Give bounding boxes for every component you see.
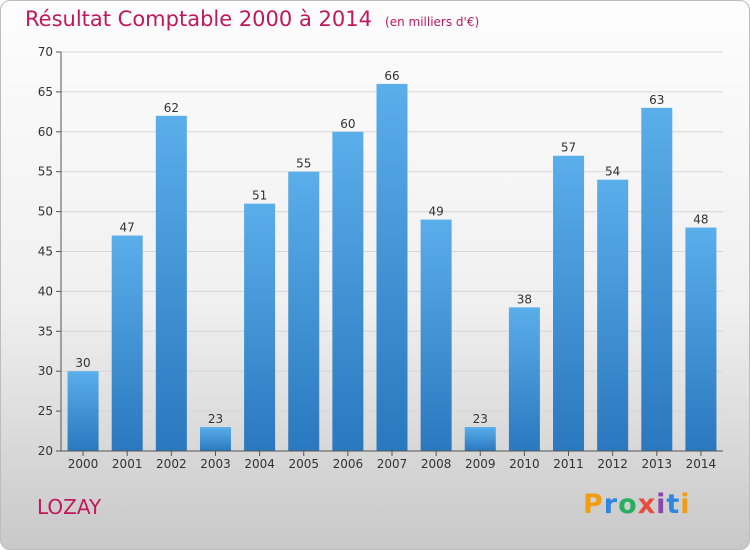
bar <box>553 155 585 452</box>
x-tick-label: 2006 <box>333 457 364 471</box>
y-tick-label: 50 <box>38 205 53 219</box>
chart-title-block: Résultat Comptable 2000 à 2014 (en milli… <box>25 7 479 31</box>
x-tick-label: 2012 <box>597 457 628 471</box>
data-label: 55 <box>296 157 311 171</box>
chart-subtitle: (en milliers d'€) <box>385 15 480 29</box>
y-tick-label: 55 <box>38 165 53 179</box>
x-tick-label: 2009 <box>465 457 496 471</box>
logo-letter: o <box>618 489 638 520</box>
x-tick-label: 2004 <box>244 457 275 471</box>
bar <box>244 203 276 451</box>
data-label: 60 <box>340 117 355 131</box>
x-tick-label: 2003 <box>200 457 231 471</box>
y-tick-label: 35 <box>38 324 53 338</box>
y-tick-label: 40 <box>38 284 53 298</box>
bar <box>597 179 629 451</box>
data-label: 48 <box>693 213 708 227</box>
data-label: 23 <box>208 412 223 426</box>
x-tick-label: 2008 <box>421 457 452 471</box>
logo-letter: t <box>666 489 681 520</box>
bar <box>155 115 187 451</box>
x-tick-label: 2014 <box>686 457 717 471</box>
y-tick-label: 65 <box>38 85 53 99</box>
y-tick-label: 30 <box>38 364 53 378</box>
place-name: LOZAY <box>37 495 102 519</box>
y-tick-label: 70 <box>38 45 53 59</box>
x-tick-label: 2005 <box>288 457 319 471</box>
bar <box>67 371 99 451</box>
data-label: 57 <box>561 141 576 155</box>
y-tick-label: 20 <box>38 444 53 458</box>
logo-letter: i <box>656 489 667 520</box>
x-tick-label: 2002 <box>156 457 187 471</box>
data-label: 30 <box>75 356 90 370</box>
y-tick-label: 60 <box>38 125 53 139</box>
x-tick-label: 2007 <box>377 457 408 471</box>
data-label: 47 <box>120 221 135 235</box>
data-label: 66 <box>384 69 399 83</box>
logo-letter: r <box>603 489 619 520</box>
axis-layer: 20 25 30 35 40 45 50 55 60 65 70 2000 2001 2002 2003 20… <box>38 45 723 471</box>
y-tick-label: 45 <box>38 245 53 259</box>
x-tick-label: 2000 <box>68 457 99 471</box>
data-label: 62 <box>164 101 179 115</box>
proxiti-logo: Proxiti <box>583 489 691 520</box>
bar <box>464 427 496 451</box>
logo-letter: i <box>680 489 691 520</box>
x-tick-label: 2001 <box>112 457 143 471</box>
data-label: 51 <box>252 189 267 203</box>
bar <box>641 107 673 452</box>
bar <box>111 235 143 451</box>
bar-layer: 30 47 62 23 51 55 60 66 49 23 38 57 54 63 48 <box>67 69 717 452</box>
bar <box>508 307 540 451</box>
y-tick-label: 25 <box>38 404 53 418</box>
data-label: 49 <box>428 205 443 219</box>
bar <box>376 83 408 452</box>
data-label: 23 <box>473 412 488 426</box>
bar <box>199 427 231 451</box>
bar <box>420 219 452 451</box>
logo-letter: x <box>637 489 657 520</box>
x-tick-label: 2013 <box>642 457 673 471</box>
bar <box>685 227 717 451</box>
data-label: 63 <box>649 93 664 107</box>
data-label: 54 <box>605 165 620 179</box>
chart-title: Résultat Comptable 2000 à 2014 <box>25 7 372 31</box>
bar <box>332 131 364 452</box>
data-label: 38 <box>517 292 532 306</box>
bar <box>288 171 320 451</box>
x-tick-label: 2011 <box>553 457 584 471</box>
x-tick-label: 2010 <box>509 457 540 471</box>
logo-letter: P <box>583 489 604 520</box>
